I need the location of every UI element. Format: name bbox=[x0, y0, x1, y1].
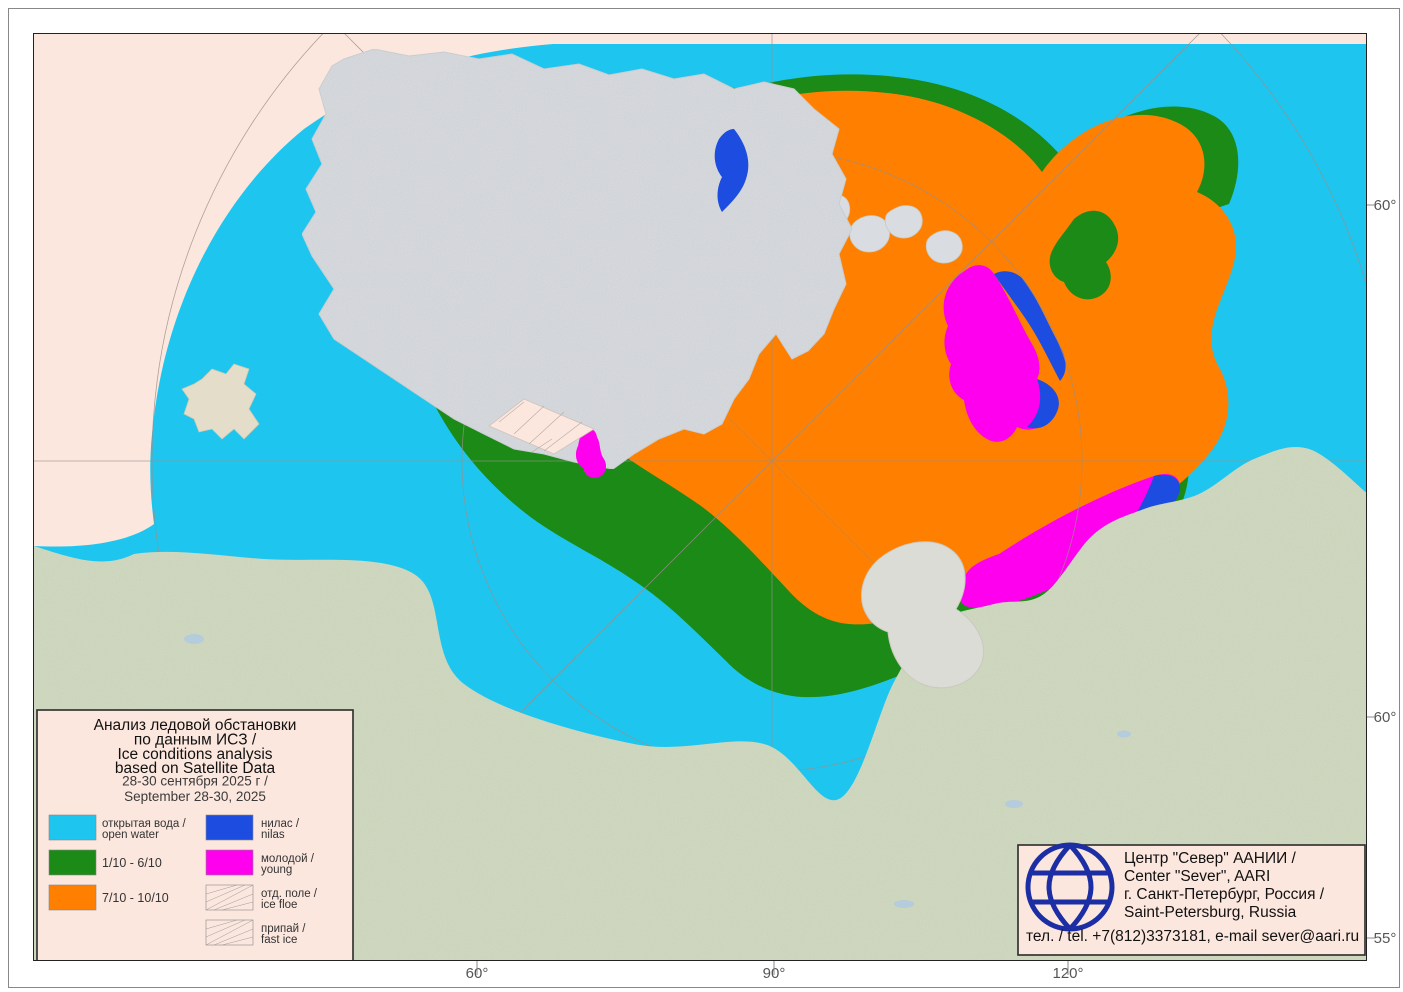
svg-text:60°: 60° bbox=[1374, 709, 1397, 726]
svg-text:55°: 55° bbox=[1374, 930, 1397, 947]
svg-text:60°: 60° bbox=[1374, 197, 1397, 214]
svg-text:fast ice: fast ice bbox=[261, 934, 297, 946]
svg-text:Center "Sever", AARI: Center "Sever", AARI bbox=[1124, 868, 1270, 885]
svg-text:г. Санкт-Петербург, Россия /: г. Санкт-Петербург, Россия / bbox=[1124, 886, 1325, 903]
svg-text:nilas: nilas bbox=[261, 829, 285, 841]
svg-text:Центр "Север" ААНИИ /: Центр "Север" ААНИИ / bbox=[1124, 850, 1297, 867]
svg-text:Saint-Petersburg, Russia: Saint-Petersburg, Russia bbox=[1124, 904, 1297, 921]
svg-text:тел. / tel. +7(812)3373181, e-: тел. / tel. +7(812)3373181, e-mail sever… bbox=[1026, 928, 1359, 945]
svg-text:young: young bbox=[261, 864, 292, 876]
svg-text:ice floe: ice floe bbox=[261, 899, 297, 911]
svg-text:28-30 сентября 2025 г /: 28-30 сентября 2025 г / bbox=[122, 774, 268, 789]
svg-text:September 28-30, 2025: September 28-30, 2025 bbox=[124, 789, 266, 804]
svg-text:open water: open water bbox=[102, 829, 159, 841]
svg-text:1/10 - 6/10: 1/10 - 6/10 bbox=[102, 856, 162, 870]
svg-text:7/10 - 10/10: 7/10 - 10/10 bbox=[102, 891, 169, 905]
